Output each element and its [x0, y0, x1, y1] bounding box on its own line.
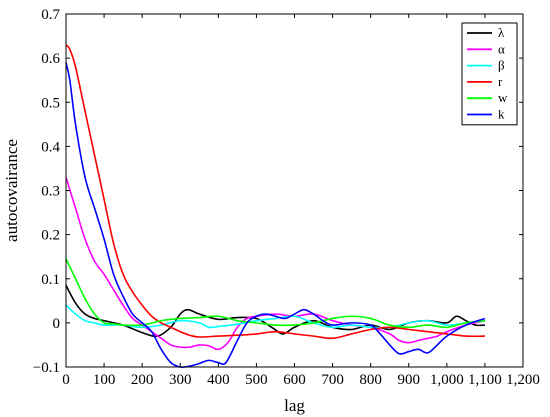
x-tick-label: 400 [207, 372, 230, 388]
y-axis-title: autocovairance [2, 139, 21, 242]
series-line-3 [65, 44, 485, 340]
x-tick-label: 900 [398, 372, 421, 388]
x-axis-title: lag [284, 396, 305, 415]
legend-label: β [498, 58, 505, 73]
y-tick-label: −0.1 [33, 360, 60, 376]
series-line-0 [65, 284, 485, 338]
x-tick-label: 1,100 [468, 372, 502, 388]
x-tick-label: 200 [131, 372, 154, 388]
legend-label: k [498, 107, 505, 122]
legend-label: α [498, 41, 505, 56]
x-tick-label: 1,200 [506, 372, 540, 388]
x-tick-label: 0 [62, 372, 70, 388]
x-tick-label: 600 [283, 372, 306, 388]
y-tick-label: 0.7 [41, 7, 60, 23]
series-line-5 [65, 62, 486, 368]
legend-label: λ [498, 25, 505, 40]
ticks-layer: 0 100 200 300 400 500 600 700 800 900 1,000 1,100 1,… [33, 7, 540, 388]
x-tick-label: 800 [359, 372, 382, 388]
y-tick-label: 0.5 [41, 95, 60, 111]
legend-label: w [498, 90, 508, 105]
series-line-1 [65, 177, 486, 351]
x-tick-label: 700 [321, 372, 344, 388]
legend-box [461, 22, 518, 126]
legend-label: r [498, 74, 503, 89]
y-tick-label: 0.2 [41, 228, 60, 244]
y-tick-label: 0.1 [41, 272, 60, 288]
y-tick-label: 0 [53, 316, 61, 332]
x-tick-label: 500 [245, 372, 268, 388]
x-tick-label: 100 [93, 372, 116, 388]
x-tick-label: 1,000 [430, 372, 464, 388]
x-tick-label: 300 [169, 372, 192, 388]
series-layer [65, 44, 486, 368]
y-tick-label: 0.4 [41, 139, 60, 155]
y-tick-label: 0.3 [41, 184, 60, 200]
y-tick-label: 0.6 [41, 51, 60, 67]
